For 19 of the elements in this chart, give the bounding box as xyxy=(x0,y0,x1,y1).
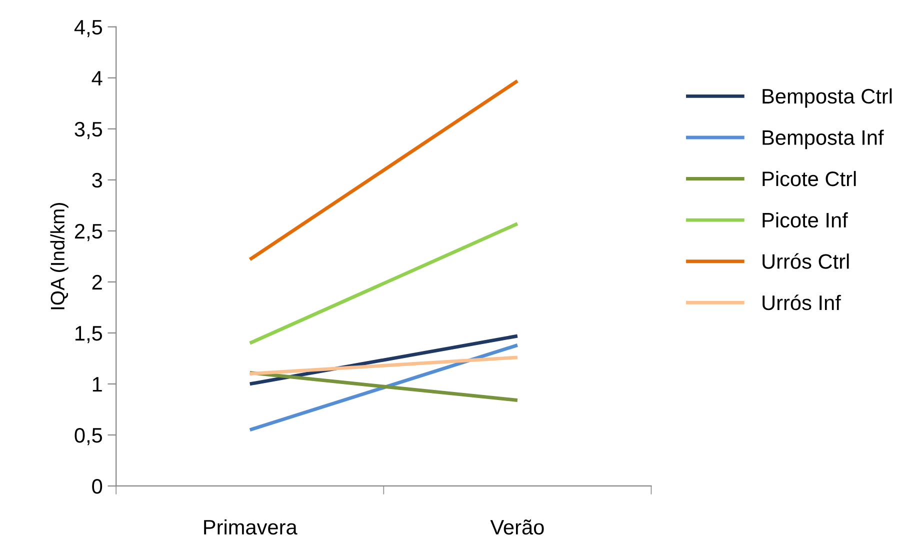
y-tick-label: 4 xyxy=(92,71,102,86)
y-tick-label: 3 xyxy=(92,172,102,188)
legend-label: Bemposta Inf xyxy=(762,130,884,150)
y-tick-label: 1 xyxy=(92,377,102,392)
x-tick-label: Verão xyxy=(490,519,544,535)
legend-label: Bemposta Ctrl xyxy=(762,88,892,108)
y-tick-label: 0,5 xyxy=(74,428,102,446)
x-tick-label: Primavera xyxy=(204,519,298,535)
y-axis-title: IQA (Ind/km) xyxy=(50,203,68,310)
y-tick-label: 4,5 xyxy=(74,20,102,38)
legend-label: Urrós Ctrl xyxy=(762,253,849,269)
legend-label: Urrós Inf xyxy=(762,294,841,310)
legend-label: Picote Ctrl xyxy=(762,170,856,186)
legend-label: Picote Inf xyxy=(762,212,848,228)
y-tick-label: 3,5 xyxy=(74,122,102,140)
y-tick-label: 2,5 xyxy=(74,224,102,242)
y-tick-label: 1,5 xyxy=(76,326,102,344)
y-tick-label: 0 xyxy=(92,478,102,494)
y-tick-label: 2 xyxy=(92,274,102,290)
